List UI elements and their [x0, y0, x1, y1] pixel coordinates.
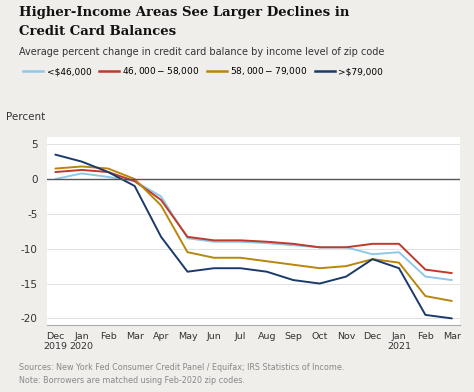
- Text: Credit Card Balances: Credit Card Balances: [19, 25, 176, 38]
- Legend: <$46,000, $46,000-$58,000, $58,000-$79,000, >$79,000: <$46,000, $46,000-$58,000, $58,000-$79,0…: [24, 65, 383, 77]
- Text: Sources: New York Fed Consumer Credit Panel / Equifax; IRS Statistics of Income.: Sources: New York Fed Consumer Credit Pa…: [19, 363, 344, 372]
- Text: Higher-Income Areas See Larger Declines in: Higher-Income Areas See Larger Declines …: [19, 6, 349, 19]
- Text: Average percent change in credit card balance by income level of zip code: Average percent change in credit card ba…: [19, 47, 384, 57]
- Text: Note: Borrowers are matched using Feb-2020 zip codes.: Note: Borrowers are matched using Feb-20…: [19, 376, 245, 385]
- Text: Percent: Percent: [6, 112, 46, 122]
